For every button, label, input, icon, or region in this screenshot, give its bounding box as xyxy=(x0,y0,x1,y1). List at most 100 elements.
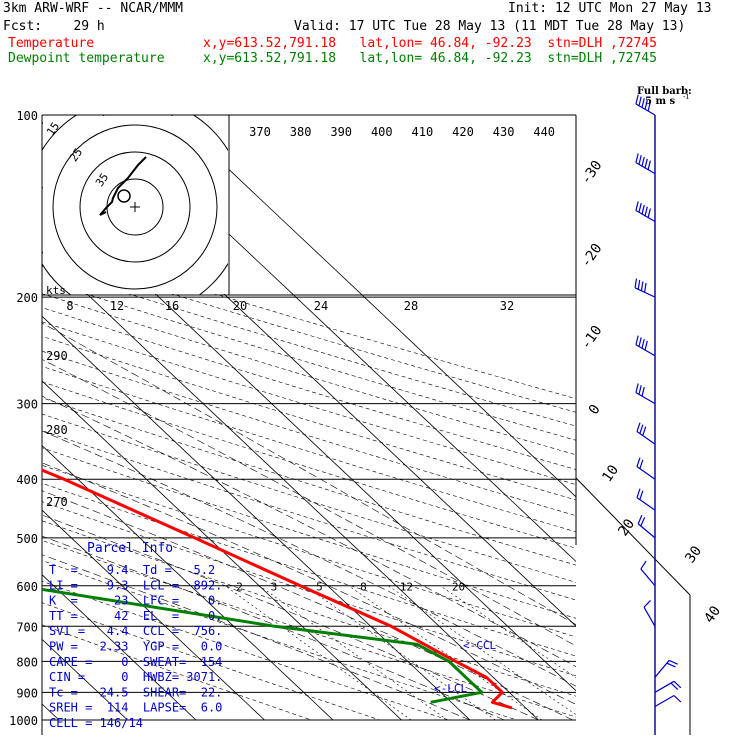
hodograph-ring xyxy=(79,151,191,263)
parcel-info-row: CIN = 0 HWBZ= 3071. xyxy=(49,670,222,684)
parcel-info-row: CAPE = 0 SWEAT= 154 xyxy=(49,655,222,669)
dry-adiabat xyxy=(42,253,576,413)
pressure-label: 100 xyxy=(16,109,38,123)
right-temp-label: 10 xyxy=(599,462,622,485)
dry-adiabat xyxy=(42,602,380,721)
full-barb-text: Full barb: xyxy=(637,86,692,97)
moist-adiabat xyxy=(42,430,576,687)
theta-label: 400 xyxy=(371,125,393,139)
parcel-info-row: SREH = 114 LAPSE= 6.0 xyxy=(49,701,222,715)
valid-time: Valid: 17 UTC Tue 28 May 13 (11 MDT Tue … xyxy=(294,19,686,34)
full-barb-exponent: -1 xyxy=(683,93,690,101)
mixing-ratio-label: 8 xyxy=(360,580,367,593)
isotherm xyxy=(42,574,197,721)
isotherm xyxy=(102,115,576,563)
dry-adiabat xyxy=(42,279,576,441)
theta-label: 410 xyxy=(412,125,434,139)
dry-adiabat xyxy=(42,624,312,721)
isotherm xyxy=(42,638,128,721)
axis-labels: 2 3 5 8 12 201002003004005006007008009001000-… xyxy=(9,109,724,728)
hodograph-speed-label: 24 xyxy=(314,299,328,313)
pressure-label: 500 xyxy=(16,532,38,546)
temperature-location: x,y=613.52,791.18 lat,lon= 46.84, -92.23… xyxy=(203,36,657,51)
right-axis-diagonal xyxy=(575,477,691,596)
dry-adiabat xyxy=(42,580,449,721)
profiles xyxy=(42,468,513,710)
dry-adiabat xyxy=(42,335,576,501)
theta-label: 370 xyxy=(249,125,271,139)
mixing-ratio-line xyxy=(304,585,496,721)
temperature-profile xyxy=(42,468,513,710)
hodograph-rings xyxy=(42,115,228,295)
right-temp-label: -10 xyxy=(578,323,606,353)
wind-barb xyxy=(635,383,656,405)
pressure-label: 800 xyxy=(16,655,38,669)
mixing-ratio-line xyxy=(440,585,576,678)
wind-barb xyxy=(635,153,656,175)
pressure-label: 700 xyxy=(16,620,38,634)
wind-barb xyxy=(640,560,656,587)
wind-barbs xyxy=(634,94,682,708)
mixing-ratio-line xyxy=(348,585,543,721)
ccl-marker: <-CCL xyxy=(463,639,496,652)
theta-label: 420 xyxy=(452,125,474,139)
parcel-info-row: Tc = 24.5 SHEAR= 22. xyxy=(49,685,222,699)
wind-barb xyxy=(637,514,656,539)
dry-adiabat xyxy=(42,413,576,583)
annotations: <-CCL <-LCL kts xyxy=(46,284,496,695)
pressure-label: 400 xyxy=(16,473,38,487)
wind-barb xyxy=(654,659,678,678)
dry-adiabat xyxy=(42,520,576,697)
mixing-ratio-label: 2 xyxy=(236,580,243,593)
dry-adiabat xyxy=(42,464,576,638)
mixing-ratio-label: 12 xyxy=(400,580,413,593)
isotherm xyxy=(170,115,576,498)
theta-left-label: 290 xyxy=(46,349,68,363)
full-barb-legend: Full barb: 5 m s -1 xyxy=(637,86,692,107)
theta-label: 380 xyxy=(290,125,312,139)
hodograph-speed-label: 28 xyxy=(404,299,418,313)
pressure-label: 1000 xyxy=(9,714,38,728)
wind-barb xyxy=(654,695,682,708)
theta-left-label: 270 xyxy=(46,495,68,509)
wind-barb xyxy=(635,201,656,223)
parcel-info-row: TT = 42 EL = 0. xyxy=(49,609,222,623)
wind-barb xyxy=(643,600,656,627)
pressure-label: 200 xyxy=(16,291,38,305)
parcel-info-row: T = 9.4 Td = 5.2 xyxy=(49,563,215,577)
isobar-lines xyxy=(41,114,691,735)
hodograph-speed-label: 32 xyxy=(500,299,514,313)
parcel-info-row: SVI = 4.4 CCL = 756. xyxy=(49,624,222,638)
right-temp-label: 30 xyxy=(682,543,705,566)
moist-adiabat xyxy=(42,462,576,705)
pressure-label: 600 xyxy=(16,580,38,594)
wind-barb xyxy=(654,680,682,693)
hodograph-ring xyxy=(52,124,218,290)
wind-barb xyxy=(635,335,656,357)
right-temp-label: 20 xyxy=(615,516,638,539)
wind-barb xyxy=(636,457,656,480)
isotherm xyxy=(42,186,576,692)
hodograph-storm-motion xyxy=(117,189,131,203)
theta-label: 390 xyxy=(330,125,352,139)
right-temp-label: -20 xyxy=(578,241,606,271)
hodograph-speed-label: 8 xyxy=(66,299,73,313)
wind-barb xyxy=(634,278,656,298)
parcel-info-panel: Parcel Info T = 9.4 Td = 5.2LI = 9.3 LCL… xyxy=(49,541,222,730)
right-temp-label: 0 xyxy=(586,402,604,418)
init-time: Init: 12 UTC Mon 27 May 13 xyxy=(508,1,712,16)
hodograph-speed-label: 12 xyxy=(110,299,124,313)
temperature-legend: Temperature xyxy=(8,36,95,51)
pressure-label: 300 xyxy=(16,398,38,412)
moist-adiabat xyxy=(42,554,471,721)
dewpoint-location: x,y=613.52,791.18 lat,lon= 46.84, -92.23… xyxy=(203,51,657,66)
lcl-marker: <-LCL xyxy=(434,682,467,695)
hodograph-speed-label: 20 xyxy=(233,299,247,313)
wind-barb xyxy=(636,422,656,445)
dewpoint-legend: Dewpoint temperature xyxy=(8,51,165,66)
wind-barb xyxy=(635,94,656,116)
parcel-info-row: CELL = 146/14 xyxy=(49,716,143,730)
isotherm xyxy=(42,380,402,721)
wind-barb xyxy=(636,488,656,511)
